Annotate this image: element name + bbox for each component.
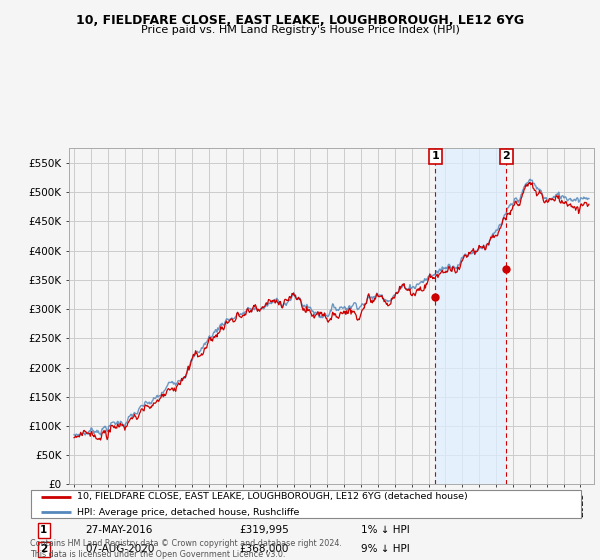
Text: 07-AUG-2020: 07-AUG-2020 [85,544,155,554]
Text: 2: 2 [40,544,47,554]
Text: £319,995: £319,995 [240,525,290,535]
Text: 10, FIELDFARE CLOSE, EAST LEAKE, LOUGHBOROUGH, LE12 6YG: 10, FIELDFARE CLOSE, EAST LEAKE, LOUGHBO… [76,14,524,27]
Text: 2: 2 [502,151,510,161]
Text: 9% ↓ HPI: 9% ↓ HPI [361,544,410,554]
Text: Contains HM Land Registry data © Crown copyright and database right 2024.
This d: Contains HM Land Registry data © Crown c… [30,539,342,559]
Text: 27-MAY-2016: 27-MAY-2016 [85,525,152,535]
Text: HPI: Average price, detached house, Rushcliffe: HPI: Average price, detached house, Rush… [77,508,299,517]
Text: £368,000: £368,000 [240,544,289,554]
Text: 1% ↓ HPI: 1% ↓ HPI [361,525,410,535]
Bar [436,148,506,484]
Text: Price paid vs. HM Land Registry's House Price Index (HPI): Price paid vs. HM Land Registry's House … [140,25,460,35]
Text: 10, FIELDFARE CLOSE, EAST LEAKE, LOUGHBOROUGH, LE12 6YG (detached house): 10, FIELDFARE CLOSE, EAST LEAKE, LOUGHBO… [77,492,467,501]
Text: 1: 1 [431,151,439,161]
Text: 1: 1 [40,525,47,535]
FancyBboxPatch shape [31,490,581,517]
